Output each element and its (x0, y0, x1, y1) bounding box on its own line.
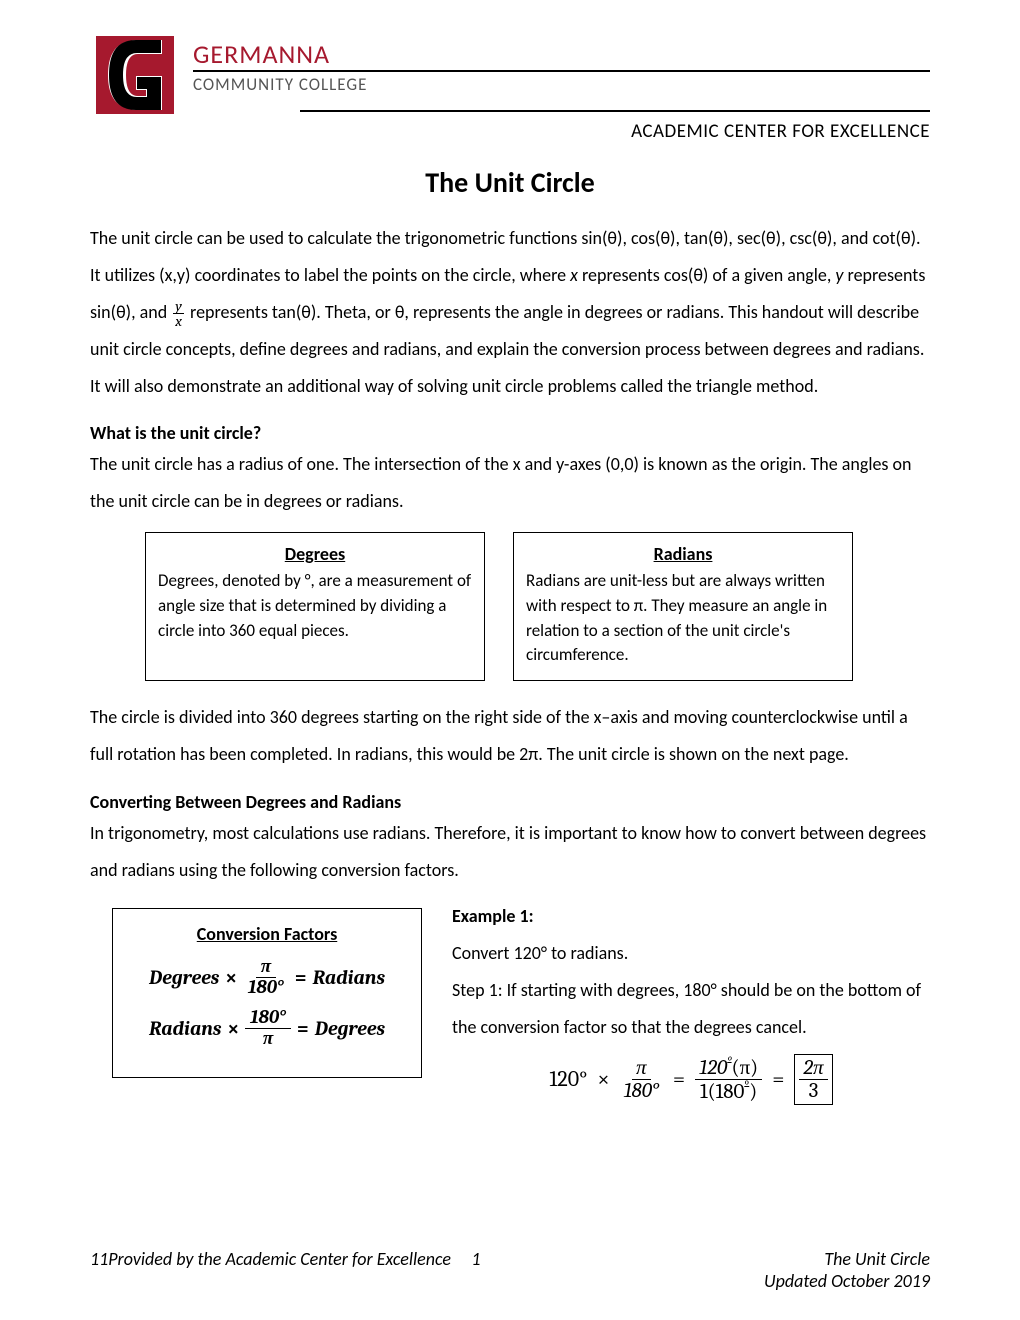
degrees-box: Degrees Degrees, denoted by °, are a mea… (145, 532, 485, 681)
radians-box-body: Radians are unit-less but are always wri… (526, 570, 827, 665)
fraction: 120°(π) 1(180°) (695, 1056, 762, 1103)
logo (90, 30, 185, 125)
denominator: π (258, 1029, 278, 1049)
example-column: Example 1: Convert 120° to radians. Step… (452, 898, 930, 1105)
denominator: 180° (243, 978, 289, 998)
example-step1: Step 1: If starting with degrees, 180° s… (452, 972, 930, 1046)
header-rule (300, 110, 930, 112)
numerator: π (632, 1057, 651, 1080)
formula-deg-to-rad: Degrees × π 180° = Radians (131, 957, 403, 998)
footer-right: The Unit Circle Updated October 2019 (764, 1248, 930, 1292)
example-heading: Example 1: (452, 898, 930, 935)
formula-lhs: Radians (149, 1017, 221, 1040)
fraction: π 180° (243, 957, 289, 998)
conversion-box-title: Conversion Factors (131, 923, 403, 945)
section-body-2: In trigonometry, most calculations use r… (90, 815, 930, 889)
conversion-row: Conversion Factors Degrees × π 180° = Ra… (90, 898, 930, 1105)
formula-rhs: Degrees (315, 1017, 385, 1040)
conversion-box-wrapper: Conversion Factors Degrees × π 180° = Ra… (90, 898, 422, 1105)
radians-box: Radians Radians are unit-less but are al… (513, 532, 853, 681)
degrees-box-title: Degrees (158, 541, 472, 567)
formula-lhs: Degrees (149, 966, 219, 989)
fraction: π 180° (620, 1057, 663, 1102)
brand-text: GERMANNA COMMUNITY COLLEGE (193, 30, 930, 95)
example-prompt: Convert 120° to radians. (452, 935, 930, 972)
intro-paragraph: The unit circle can be used to calculate… (90, 220, 930, 404)
denominator: 3 (805, 1080, 823, 1102)
conversion-factors-box: Conversion Factors Degrees × π 180° = Ra… (112, 908, 422, 1078)
section-heading-converting: Converting Between Degrees and Radians (90, 791, 930, 813)
denominator: 180° (620, 1080, 663, 1102)
section-followup: The circle is divided into 360 degrees s… (90, 699, 930, 773)
section-body-1: The unit circle has a radius of one. The… (90, 446, 930, 520)
numerator: 120°(π) (695, 1056, 762, 1080)
fraction: 2π 3 (799, 1057, 827, 1102)
fraction: 180° π (245, 1008, 291, 1049)
degrees-box-body: Degrees, denoted by °, are a measurement… (158, 570, 471, 640)
footer: 11Provided by the Academic Center for Ex… (90, 1248, 930, 1292)
example-equation: 120° × π 180° = 120°(π) 1(180°) = 2π 3 (452, 1054, 930, 1105)
formula-rad-to-deg: Radians × 180° π = Degrees (131, 1008, 403, 1049)
brand-name: GERMANNA (193, 38, 930, 70)
denominator: 1(180°) (696, 1080, 761, 1103)
footer-provider: 11Provided by the Academic Center for Ex… (90, 1248, 451, 1270)
definition-boxes: Degrees Degrees, denoted by °, are a mea… (145, 532, 930, 681)
boxed-answer: 2π 3 (794, 1054, 832, 1105)
formula-rhs: Radians (313, 966, 385, 989)
footer-title: The Unit Circle (764, 1248, 930, 1270)
numerator: π (256, 957, 276, 978)
page-title: The Unit Circle (90, 165, 930, 200)
numerator: 2π (799, 1057, 827, 1080)
footer-left: 11Provided by the Academic Center for Ex… (90, 1248, 480, 1292)
page-number: 1 (471, 1248, 480, 1270)
equation-lhs: 120° (549, 1057, 587, 1102)
radians-box-title: Radians (526, 541, 840, 567)
numerator: 180° (245, 1008, 291, 1029)
section-heading-unit-circle: What is the unit circle? (90, 422, 930, 444)
subheader: ACADEMIC CENTER FOR EXCELLENCE (90, 120, 930, 143)
brand-subtitle: COMMUNITY COLLEGE (193, 70, 930, 95)
footer-date: Updated October 2019 (764, 1270, 930, 1292)
